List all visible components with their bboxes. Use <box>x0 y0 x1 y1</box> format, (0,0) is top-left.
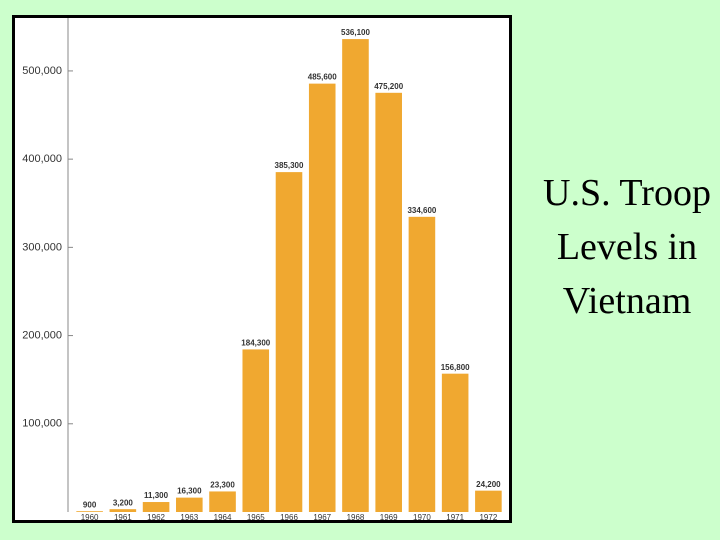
bar <box>209 491 236 512</box>
x-tick-label: 1971 <box>446 513 464 520</box>
y-tick-label: 500,000 <box>22 65 62 77</box>
x-tick-label: 1961 <box>114 513 132 520</box>
value-label: 3,200 <box>113 498 134 507</box>
slide-title: U.S. Troop Levels in Vietnam <box>543 172 711 322</box>
x-tick-label: 1969 <box>380 513 398 520</box>
bar <box>408 216 436 512</box>
value-label: 900 <box>83 500 97 509</box>
x-tick-label: 1965 <box>247 513 265 520</box>
bar <box>342 39 369 512</box>
bar <box>142 502 170 512</box>
bar <box>242 349 270 512</box>
y-tick-label: 300,000 <box>22 241 62 253</box>
y-tick-label: 100,000 <box>22 418 62 430</box>
value-label: 11,300 <box>144 491 169 500</box>
value-label: 385,300 <box>275 161 304 170</box>
x-tick-label: 1960 <box>81 513 99 520</box>
bar <box>76 511 103 512</box>
y-tick-label: 200,000 <box>22 329 62 341</box>
bar <box>308 83 336 512</box>
bar <box>441 373 469 512</box>
chart-frame: 100,000 200,000 300,000 400,000 500,000 1960 9… <box>12 15 512 523</box>
bar <box>375 92 402 512</box>
value-label: 184,300 <box>241 339 270 348</box>
bar <box>475 490 502 512</box>
bar <box>275 172 303 512</box>
value-label: 485,600 <box>308 73 337 82</box>
chart: 100,000 200,000 300,000 400,000 500,000 1960 9… <box>22 18 502 520</box>
x-tick-label: 1968 <box>347 513 365 520</box>
y-tick-label: 400,000 <box>22 153 62 165</box>
x-tick-label: 1962 <box>147 513 165 520</box>
value-label: 24,200 <box>476 480 501 489</box>
bar <box>176 497 203 512</box>
value-label: 536,100 <box>341 28 370 37</box>
value-label: 334,600 <box>407 206 436 215</box>
x-tick-label: 1970 <box>413 513 431 520</box>
value-label: 475,200 <box>374 82 403 91</box>
x-tick-label: 1964 <box>214 513 232 520</box>
x-tick-label: 1967 <box>313 513 331 520</box>
value-label: 16,300 <box>177 487 202 496</box>
value-label: 23,300 <box>210 481 235 490</box>
x-tick-label: 1966 <box>280 513 298 520</box>
x-tick-label: 1963 <box>180 513 198 520</box>
bar <box>109 509 137 512</box>
x-tick-label: 1972 <box>479 513 497 520</box>
value-label: 156,800 <box>441 363 470 372</box>
